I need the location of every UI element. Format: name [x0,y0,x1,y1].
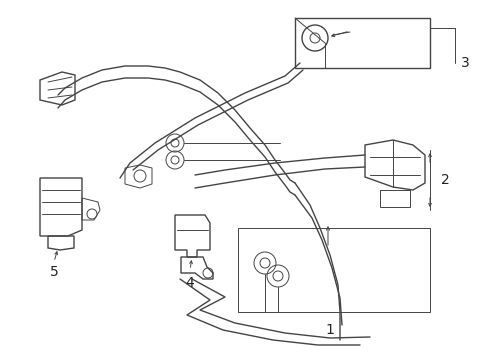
Text: 2: 2 [441,173,449,187]
Text: 1: 1 [325,323,335,337]
Text: 3: 3 [461,56,469,70]
Text: 5: 5 [49,265,58,279]
Text: 4: 4 [186,276,195,290]
